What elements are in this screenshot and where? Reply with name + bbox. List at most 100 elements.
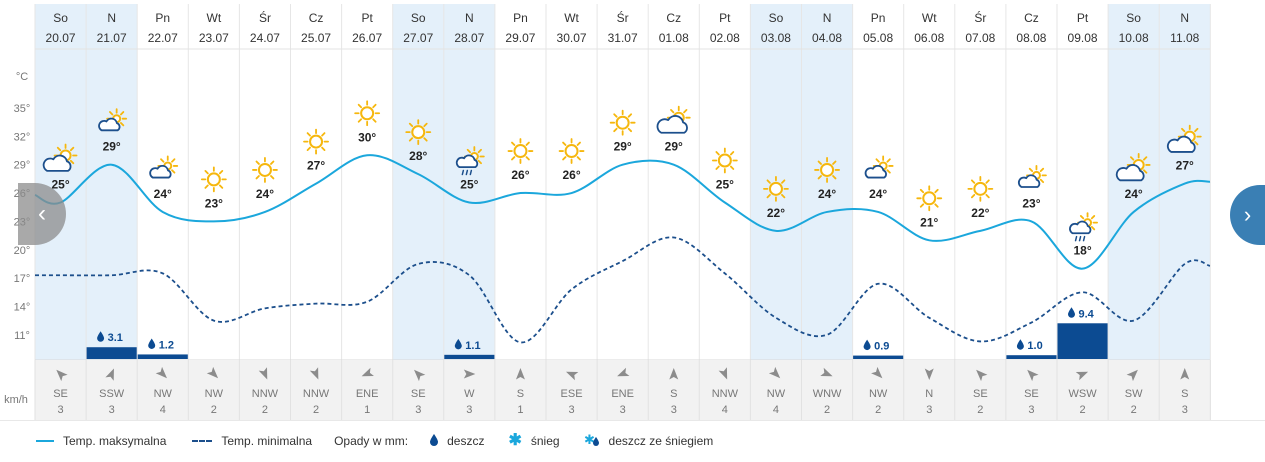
day-name: N [823,11,832,25]
day-date: 22.07 [148,31,178,45]
axis-unit-label: °C [16,71,28,83]
precip-bar [1057,323,1108,359]
weekend-column [86,4,138,360]
day-name: So [411,11,426,25]
weekend-column [35,4,87,360]
legend: Temp. maksymalna Temp. minimalna Opady w… [0,420,1265,461]
sun-icon [507,138,534,164]
max-temp-label: 24° [1125,187,1143,201]
max-temp-label: 27° [1176,159,1194,173]
wind-unit-label: km/h [4,394,28,406]
max-temp-label: 27° [307,159,325,173]
day-name: Cz [1024,11,1039,25]
wind-arrow-icon [515,368,525,380]
wind-speed: 2 [1079,404,1085,416]
precip-bar [86,347,137,359]
day-name: Pn [513,11,528,25]
wind-arrow-icon [414,369,426,382]
raindrop-icon [1016,339,1024,350]
wind-speed: 2 [1131,404,1137,416]
wind-speed: 3 [926,404,932,416]
day-date: 21.07 [97,31,127,45]
wind-arrow-icon [361,367,374,377]
wind-speed: 4 [160,404,166,416]
max-temp-label: 29° [665,140,683,154]
precip-label: 1.0 [1016,339,1043,352]
max-temp-label: 24° [818,187,836,201]
max-temp-label: 24° [154,187,172,201]
legend-snow-label: śnieg [530,434,560,448]
wind-direction: SE [53,388,68,400]
day-name: N [465,11,474,25]
max-temp-label: 26° [511,168,529,182]
legend-mixed: ✱ deszcz ze śniegiem [584,433,714,449]
wind-arrow-icon [56,369,68,382]
legend-precip: Opady w mm: [334,434,408,448]
day-name: So [769,11,784,25]
raindrop-icon [454,338,462,350]
max-temp-label: 23° [1022,196,1040,210]
wind-arrow-icon [105,368,114,381]
wind-speed: 2 [977,404,983,416]
wind-arrow-icon [617,367,630,377]
raindrop-icon [1068,307,1076,318]
wind-speed: 3 [568,404,574,416]
wind-speed: 3 [109,404,115,416]
raindrop-icon [148,338,156,349]
day-date: 07.08 [965,31,995,45]
cloud-sun-small-icon [1017,164,1047,188]
cloud-sun-small-icon [98,108,128,132]
wind-arrow-icon [924,368,934,380]
day-date: 06.08 [914,31,944,45]
max-temp-label: 22° [971,206,989,220]
wind-direction: W [464,388,475,400]
wind-direction: WNW [813,388,842,400]
day-name: Wt [207,11,222,25]
sun-icon [967,175,994,202]
y-tick-label: 20° [14,245,31,257]
day-date: 29.07 [505,31,535,45]
prev-button[interactable]: ‹ [18,183,66,245]
max-temp-label: 25° [716,178,734,192]
cloud-rain-sun-icon [455,146,485,176]
wind-direction: S [517,388,524,400]
wind-direction: S [670,388,677,400]
day-date: 10.08 [1119,31,1149,45]
sun-icon [200,166,227,193]
day-date: 03.08 [761,31,791,45]
wind-speed: 3 [620,404,626,416]
max-temp-label: 23° [205,196,223,210]
wind-direction: ENE [611,388,634,400]
sun-icon [303,128,329,155]
wind-direction: NW [869,388,888,400]
day-date: 01.08 [659,31,689,45]
sun-icon [405,119,432,146]
wind-arrow-icon [258,367,268,380]
cloud-sun-icon [656,105,691,134]
day-name: Pt [719,11,731,25]
day-name: So [53,11,68,25]
wind-direction: NW [154,388,173,400]
day-name: Śr [259,10,271,25]
day-date: 05.08 [863,31,893,45]
day-name: N [107,11,116,25]
sun-icon [711,147,738,174]
legend-rain-label: deszcz [447,434,485,448]
wind-speed: 3 [415,404,421,416]
cloud-rain-sun-icon [1069,212,1098,242]
day-name: Cz [666,11,681,25]
wind-direction: NNW [252,388,279,400]
wind-arrow-icon [768,366,781,379]
wind-speed: 2 [875,404,881,416]
wind-speed: 3 [1182,404,1188,416]
sun-icon [814,157,840,183]
day-name: Śr [617,10,629,25]
wind-direction: ESE [561,388,583,400]
day-name: Śr [974,10,986,25]
legend-rain: deszcz [430,434,484,448]
day-name: Pt [361,11,373,25]
max-temp-label: 30° [358,130,376,144]
wind-arrow-icon [820,367,833,377]
day-name: So [1126,11,1141,25]
max-temp-label: 29° [614,140,632,154]
